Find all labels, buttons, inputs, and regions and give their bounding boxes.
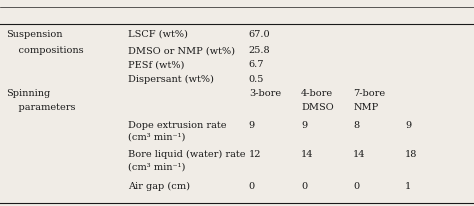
Text: 7-bore: 7-bore <box>353 89 385 98</box>
Text: DMSO: DMSO <box>301 103 334 112</box>
Text: 9: 9 <box>249 120 255 129</box>
Text: Dispersant (wt%): Dispersant (wt%) <box>128 74 214 83</box>
Text: NMP: NMP <box>353 103 378 112</box>
Text: PESf (wt%): PESf (wt%) <box>128 60 184 69</box>
Text: 4-bore: 4-bore <box>301 89 333 98</box>
Text: LSCF (wt%): LSCF (wt%) <box>128 29 188 39</box>
Text: 1: 1 <box>405 181 411 190</box>
Text: 9: 9 <box>301 120 307 129</box>
Text: (cm³ min⁻¹): (cm³ min⁻¹) <box>128 162 185 171</box>
Text: 25.8: 25.8 <box>249 46 271 55</box>
Text: Air gap (cm): Air gap (cm) <box>128 181 190 190</box>
Text: DMSO or NMP (wt%): DMSO or NMP (wt%) <box>128 46 235 55</box>
Text: (cm³ min⁻¹): (cm³ min⁻¹) <box>128 132 185 141</box>
Text: 3-bore: 3-bore <box>249 89 281 98</box>
Text: 6.7: 6.7 <box>249 60 264 69</box>
Text: 67.0: 67.0 <box>249 29 271 39</box>
Text: Bore liquid (water) rate: Bore liquid (water) rate <box>128 150 246 159</box>
Text: Suspension: Suspension <box>6 29 62 39</box>
Text: 0: 0 <box>353 181 359 190</box>
Text: 0.5: 0.5 <box>249 74 264 83</box>
Text: 0: 0 <box>301 181 307 190</box>
Text: 0: 0 <box>249 181 255 190</box>
Text: Dope extrusion rate: Dope extrusion rate <box>128 120 227 129</box>
Text: 14: 14 <box>301 150 313 159</box>
Text: 14: 14 <box>353 150 365 159</box>
Text: 12: 12 <box>249 150 261 159</box>
Text: 8: 8 <box>353 120 359 129</box>
Text: compositions: compositions <box>6 46 83 55</box>
Text: Spinning: Spinning <box>6 89 50 98</box>
Text: 9: 9 <box>405 120 411 129</box>
Text: parameters: parameters <box>6 103 75 112</box>
Text: 18: 18 <box>405 150 418 159</box>
